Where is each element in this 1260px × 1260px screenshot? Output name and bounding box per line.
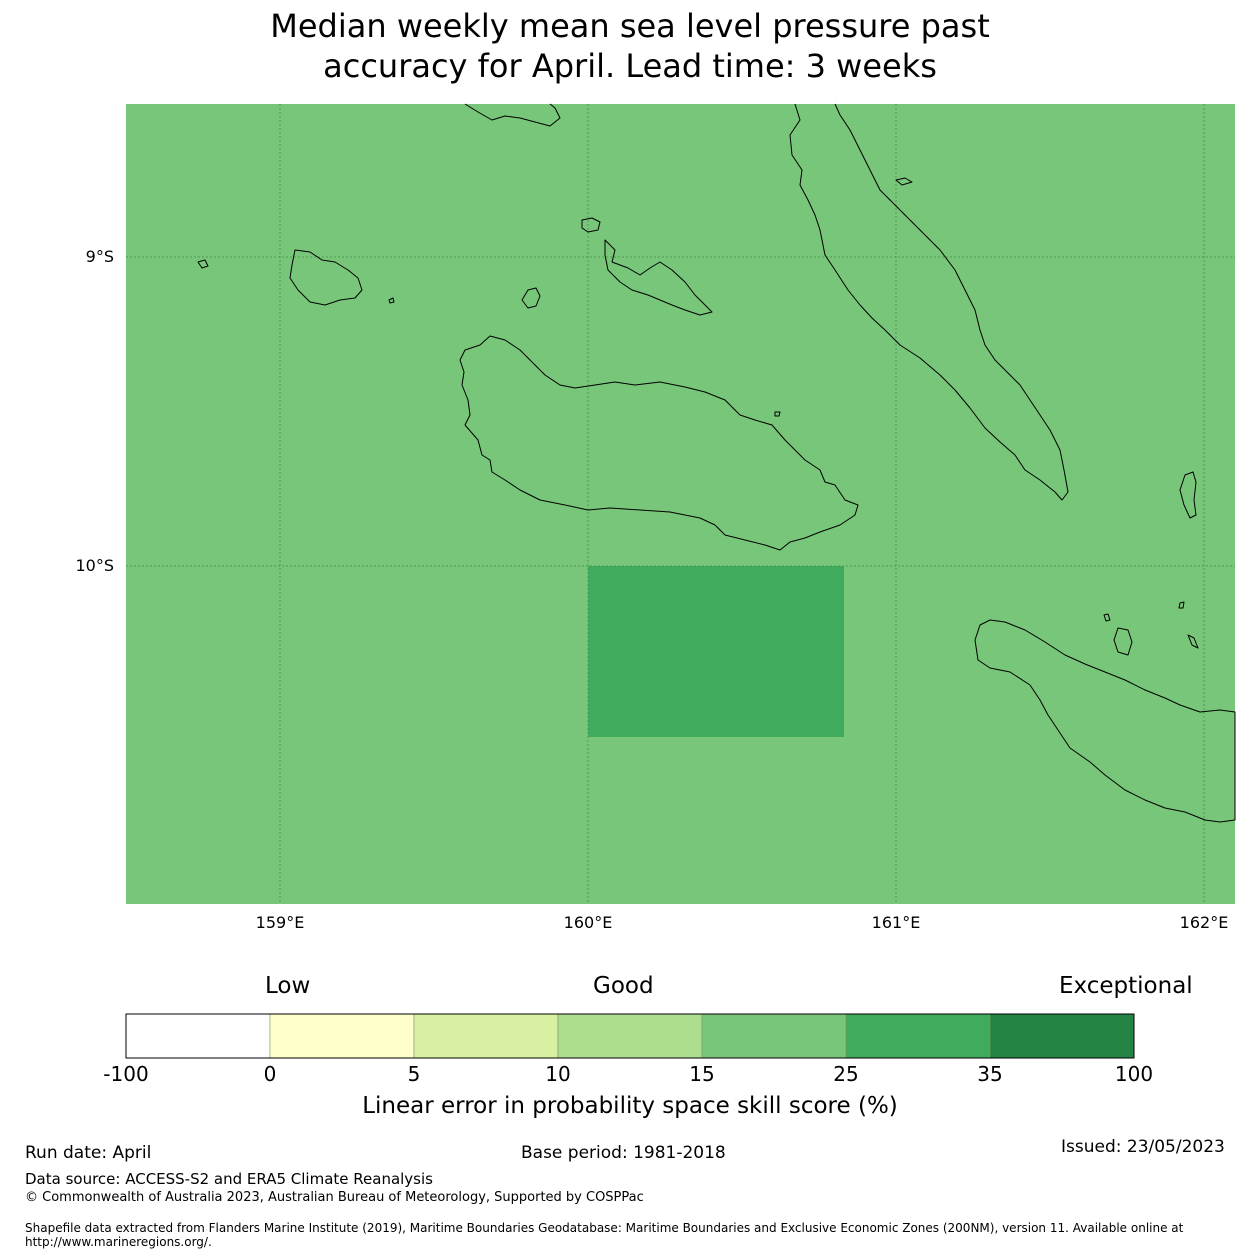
- colorbar-tick-2: 5: [407, 1062, 421, 1086]
- run-date: Run date: April: [25, 1143, 152, 1163]
- lon-label-160e: 160°E: [564, 913, 613, 932]
- small-islet-4-coastline: [1103, 613, 1111, 622]
- colorbar-segment-6: [989, 1013, 1135, 1059]
- ngella-north-coastline: [581, 217, 601, 233]
- colorbar-tick-4: 15: [689, 1062, 715, 1086]
- title-line-1: Median weekly mean sea level pressure pa…: [270, 7, 990, 45]
- colorbar-tick-5: 25: [833, 1062, 859, 1086]
- russell-islands-coastline: [289, 249, 363, 306]
- colorbar-segment-5: [845, 1013, 991, 1059]
- florida-islands-coastline: [604, 239, 713, 316]
- colorbar-category-good: Good: [593, 973, 654, 999]
- map-background: [126, 104, 1235, 904]
- lon-label-159e: 159°E: [256, 913, 305, 932]
- colorbar-tick-7: 100: [1114, 1062, 1154, 1086]
- colorbar-category-exceptional: Exceptional: [1059, 973, 1193, 999]
- title-line-2: accuracy for April. Lead time: 3 weeks: [323, 47, 937, 85]
- small-islet-5-coastline: [1178, 601, 1185, 609]
- small-islet-1-coastline: [388, 297, 395, 304]
- gridlines: [126, 104, 1235, 904]
- malaita-north-coastline: [789, 103, 1069, 501]
- map-panel: 9°S 10°S 159°E 160°E 161°E 162°E: [75, 103, 1236, 932]
- small-islet-3-coastline: [895, 177, 913, 186]
- colorbar-segment-4: [701, 1013, 847, 1059]
- shapefile-credit: Shapefile data extracted from Flanders M…: [25, 1221, 1184, 1249]
- lat-label-9s: 9°S: [86, 247, 114, 266]
- data-source: Data source: ACCESS-S2 and ERA5 Climate …: [25, 1170, 433, 1188]
- colorbar-segment-1: [269, 1013, 415, 1059]
- makira-coastline: [974, 619, 1236, 823]
- issued-date: Issued: 23/05/2023: [1061, 1137, 1225, 1157]
- colorbar-tick-1: 0: [263, 1062, 277, 1086]
- base-period: Base period: 1981-2018: [521, 1143, 726, 1163]
- west-islet-coastline: [197, 259, 209, 269]
- colorbar-tick-3: 10: [545, 1062, 571, 1086]
- ulawa-islet-coastline: [1113, 627, 1133, 656]
- colorbar-tick-6: 35: [977, 1062, 1003, 1086]
- small-islet-6-coastline: [1187, 634, 1199, 649]
- lat-label-10s: 10°S: [75, 556, 114, 575]
- map-title: Median weekly mean sea level pressure pa…: [0, 6, 1260, 86]
- guadalcanal-coastline: [459, 335, 859, 551]
- colorbar-tick-0: -100: [103, 1062, 149, 1086]
- copyright: © Commonwealth of Australia 2023, Austra…: [25, 1190, 644, 1205]
- lon-label-162e: 162°E: [1180, 913, 1229, 932]
- north-islet-coastline: [464, 103, 561, 127]
- small-islet-2-coastline: [774, 411, 781, 417]
- colorbar-segment-3: [557, 1013, 703, 1059]
- east-islet-coastline: [1179, 471, 1197, 519]
- colorbar-segment-0: [125, 1013, 271, 1059]
- colorbar-label: Linear error in probability space skill …: [362, 1093, 898, 1119]
- savo-island-coastline: [521, 287, 541, 309]
- coastlines: [197, 103, 1236, 823]
- colorbar-category-low: Low: [265, 973, 311, 999]
- colorbar-segment-2: [413, 1013, 559, 1059]
- skill-highlight-cell: [588, 566, 844, 737]
- colorbar: [125, 1013, 1135, 1059]
- colorbar-frame: [125, 1013, 1135, 1059]
- lon-label-161e: 161°E: [872, 913, 921, 932]
